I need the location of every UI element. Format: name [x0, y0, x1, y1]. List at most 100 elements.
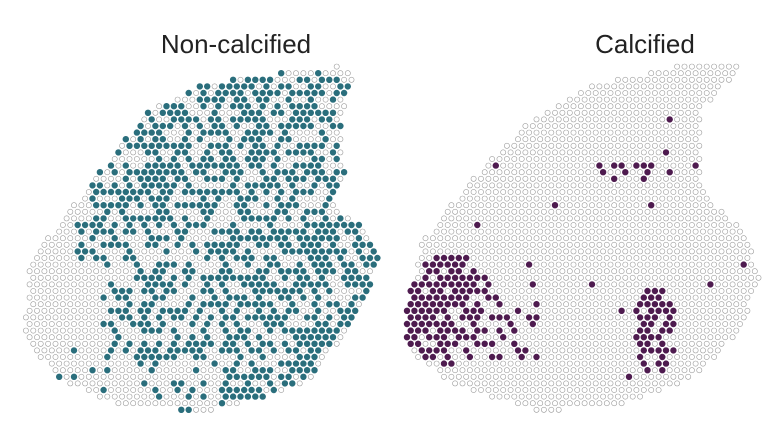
- spot: [207, 354, 214, 360]
- spot: [178, 380, 185, 387]
- spot: [466, 195, 473, 202]
- spot: [93, 281, 100, 288]
- spot: [652, 195, 658, 202]
- spot: [629, 235, 636, 242]
- spot: [148, 235, 155, 242]
- spot: [348, 261, 355, 268]
- spot: [293, 96, 299, 103]
- spot: [500, 228, 507, 235]
- spot: [466, 261, 473, 268]
- spot: [229, 235, 237, 242]
- spot: [503, 156, 510, 162]
- spot: [63, 347, 70, 354]
- spot: [174, 109, 181, 117]
- spot: [318, 221, 326, 229]
- spot: [640, 268, 647, 275]
- spot: [496, 274, 503, 281]
- spot: [204, 188, 211, 196]
- spot: [648, 136, 655, 143]
- spot: [522, 149, 529, 156]
- spot: [566, 215, 573, 222]
- spot: [200, 314, 207, 321]
- spot: [581, 175, 588, 182]
- spot: [78, 321, 85, 327]
- spot: [615, 393, 621, 400]
- spot: [563, 235, 569, 242]
- spot: [707, 228, 714, 235]
- spot: [192, 340, 200, 347]
- spot: [581, 281, 588, 288]
- spot: [337, 83, 344, 90]
- spot: [500, 215, 507, 222]
- spot: [637, 156, 643, 162]
- spot: [148, 261, 155, 268]
- spot: [566, 109, 573, 116]
- spot: [34, 294, 40, 301]
- spot: [315, 334, 322, 341]
- spot: [466, 327, 473, 334]
- spot: [692, 96, 699, 103]
- spot: [185, 155, 192, 163]
- spot: [411, 320, 418, 328]
- spot: [470, 175, 477, 182]
- spot: [248, 136, 255, 143]
- panel-title: Calcified: [595, 29, 695, 59]
- spot: [270, 189, 277, 195]
- spot: [485, 281, 492, 288]
- spot: [104, 261, 111, 268]
- spot: [496, 288, 503, 294]
- spot: [600, 208, 606, 215]
- spot: [737, 241, 743, 248]
- spot: [533, 142, 540, 149]
- spot: [82, 195, 88, 202]
- spot: [233, 96, 241, 103]
- spot: [666, 288, 673, 294]
- spot: [677, 228, 684, 235]
- spot: [733, 261, 740, 268]
- spot: [292, 202, 300, 209]
- spot: [618, 373, 625, 380]
- spot: [148, 314, 155, 321]
- spot: [37, 261, 44, 268]
- spot: [622, 169, 629, 176]
- spot: [570, 116, 577, 123]
- spot: [622, 274, 629, 281]
- spot: [148, 182, 155, 189]
- spot: [589, 136, 595, 143]
- spot: [270, 320, 277, 328]
- spot: [270, 149, 277, 156]
- spot: [315, 202, 322, 209]
- spot: [541, 327, 547, 334]
- spot: [89, 274, 96, 281]
- spot: [93, 387, 100, 393]
- spot: [496, 314, 503, 321]
- spot: [226, 321, 233, 327]
- spot: [196, 202, 204, 209]
- spot: [281, 248, 289, 255]
- spot: [237, 76, 244, 83]
- spot: [596, 268, 603, 275]
- spot: [718, 327, 725, 334]
- spot: [411, 294, 418, 301]
- spot: [229, 155, 237, 163]
- spot: [485, 189, 492, 195]
- spot: [178, 235, 185, 242]
- spot: [507, 334, 514, 341]
- spot: [97, 248, 103, 255]
- spot: [655, 228, 662, 235]
- spot: [122, 321, 129, 327]
- spot: [300, 109, 307, 117]
- spot: [689, 208, 695, 215]
- spot: [233, 109, 240, 116]
- spot: [711, 301, 717, 308]
- spot: [607, 301, 614, 308]
- spot: [237, 248, 244, 255]
- spot: [529, 400, 536, 407]
- spot: [71, 228, 77, 235]
- spot: [707, 321, 714, 327]
- spot: [618, 334, 625, 341]
- spot: [448, 294, 455, 301]
- spot: [100, 347, 107, 354]
- spot: [518, 142, 525, 149]
- spot: [233, 334, 241, 341]
